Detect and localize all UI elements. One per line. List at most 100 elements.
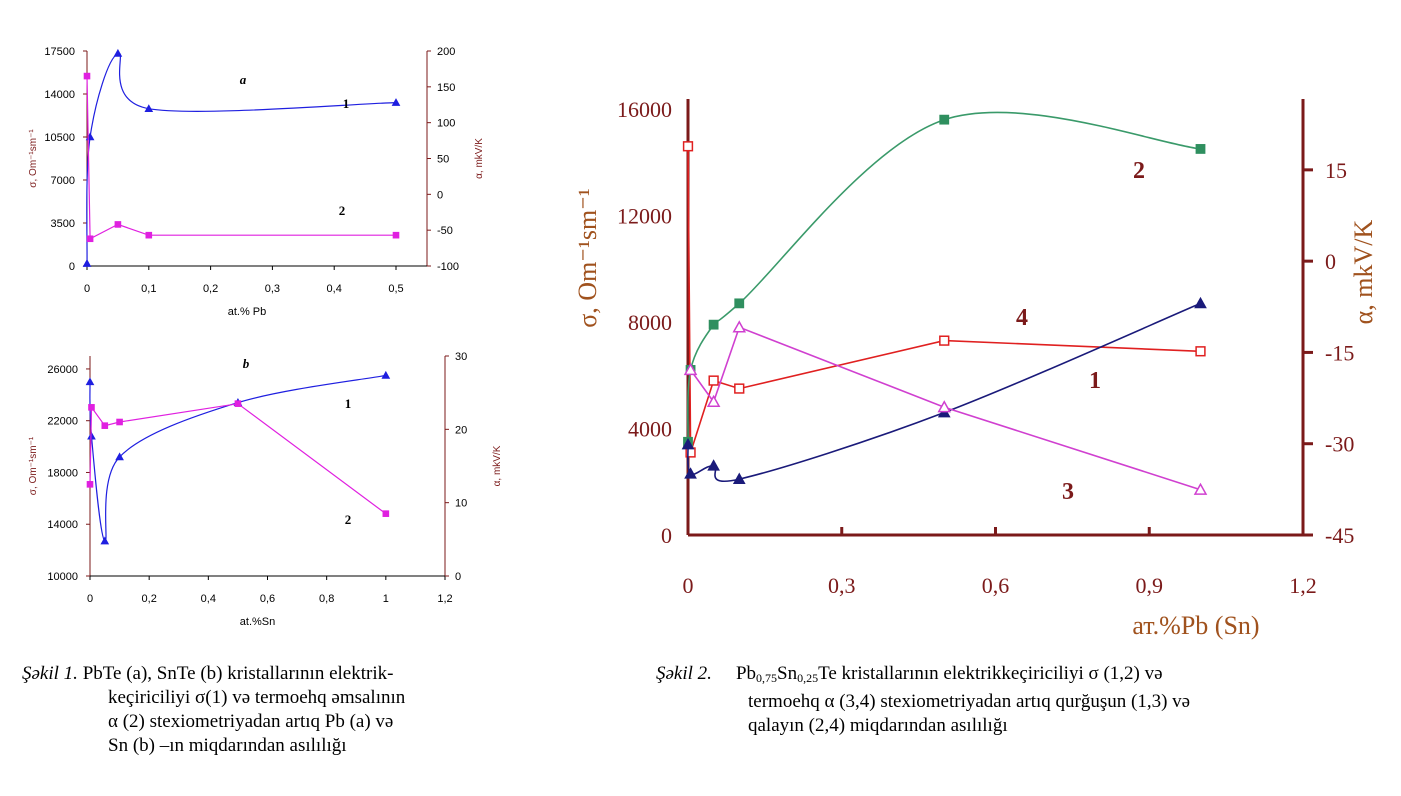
fig2-x-tick-label: 0,6	[982, 573, 1010, 598]
fig2-y-right-label: α, mkV/K	[1349, 219, 1378, 324]
fig1a-series-2-point	[114, 221, 122, 228]
fig1b-x-axis-label: at.%Sn	[240, 616, 275, 628]
fig1b-y-right-tick-label: 10	[455, 498, 467, 510]
fig1-caption-line2: keçiriciliyi σ(1) və termoehq əmsalının	[108, 687, 406, 708]
fig2-series-4-point	[732, 320, 747, 333]
fig2-caption-line3: qalayın (2,4) miqdarından asılılığı	[748, 715, 1008, 736]
fig2-series-2-point	[734, 298, 745, 309]
fig2-y-right-tick-label: -30	[1325, 432, 1354, 457]
fig1-caption-line1: PbTe (a), SnTe (b) kristallarının elektr…	[77, 663, 394, 684]
fig2-series-4-point	[683, 362, 698, 376]
fig1a-x-tick-label: 0	[84, 283, 90, 295]
fig1a-series-2-point	[83, 72, 91, 80]
fig2-x-tick-label: 0	[683, 573, 694, 598]
figure-1-caption: Şəkil 1. PbTe (a), SnTe (b) kristalların…	[22, 662, 542, 758]
fig2-curve-label-4: 4	[1016, 305, 1028, 331]
fig1b-y-right-tick-label: 20	[455, 424, 467, 436]
fig1b-y-left-label: σ, Om⁻¹sm⁻¹	[28, 436, 39, 495]
fig1-caption-line4: Sn (b) –ın miqdarından asılılığı	[108, 735, 347, 756]
fig2-y-right-tick-label: -15	[1325, 340, 1354, 365]
fig1b-x-tick-label: 0,8	[319, 593, 334, 605]
fig2-y-left-tick-label: 4000	[628, 417, 672, 442]
fig1b-x-tick-label: 0,2	[142, 593, 157, 605]
fig1a-x-tick-label: 0,2	[203, 283, 218, 295]
fig1a-y-right-tick-label: 100	[437, 118, 455, 130]
fig2-series-2-point	[939, 114, 950, 125]
fig1b-y-left-tick-label: 10000	[47, 571, 78, 583]
fig1b-x-tick-label: 0,4	[201, 593, 216, 605]
fig2-curve-label-1: 1	[1089, 368, 1101, 394]
fig1b-y-left-tick-label: 26000	[47, 364, 78, 376]
fig1b-series-1-point	[85, 377, 95, 386]
fig1a-y-left-tick-label: 10500	[44, 132, 75, 144]
fig1b-series-2-point	[382, 510, 390, 517]
fig1a-series-1-point	[144, 104, 154, 113]
fig1-caption-label: Şəkil 1.	[22, 663, 78, 684]
fig1a-y-right-tick-label: 200	[437, 46, 455, 58]
fig1b-series-2-point	[234, 400, 242, 407]
fig1b-series-2-label: 2	[345, 512, 352, 527]
fig1a-y-left-tick-label: 14000	[44, 89, 75, 101]
fig1a-x-tick-label: 0,4	[327, 283, 342, 295]
fig2-y-right-tick-label: 15	[1325, 158, 1347, 183]
fig1b-y-left-tick-label: 22000	[47, 416, 78, 428]
fig1a-series-2-point	[392, 231, 400, 239]
fig2-x-axis-label: ат.%Pb (Sn)	[1132, 611, 1259, 640]
fig2-x-tick-label: 0,3	[828, 573, 856, 598]
fig1a-y-right-label: α, mkV/K	[474, 138, 485, 179]
fig2-series-3-point	[732, 472, 746, 484]
fig1b-x-tick-label: 1	[383, 593, 389, 605]
fig2-y-right-tick-label: -45	[1325, 523, 1354, 548]
fig1a-series-1-point	[82, 259, 92, 267]
fig1a-y-left-label: σ, Om⁻¹sm⁻¹	[28, 129, 39, 188]
fig2-series-3-point	[681, 437, 695, 450]
fig1a-series-1-point	[391, 98, 401, 106]
fig1b-y-right-label: α, mkV/K	[492, 445, 503, 486]
fig2-series-2-point	[1195, 144, 1206, 154]
fig2-y-left-tick-label: 8000	[628, 310, 672, 335]
fig2-formula-sn: Sn	[777, 663, 798, 684]
fig2-caption-label: Şəkil 2.	[656, 663, 712, 684]
fig1a-x-tick-label: 0,3	[265, 283, 280, 295]
fig2-series-1-point	[1195, 346, 1206, 357]
fig2-series-1-point	[734, 383, 745, 394]
fig2-formula-sub2: 0,25	[797, 671, 819, 685]
fig1b-series-1-point	[115, 452, 124, 461]
fig1b-series-1-point	[381, 370, 391, 379]
fig1b-series-2-line	[89, 403, 387, 515]
fig1b-series-1-point	[100, 536, 110, 545]
fig1b-x-tick-label: 0,6	[260, 593, 275, 605]
fig2-series-1-line	[687, 146, 1201, 453]
fig1a-series-2-point	[145, 231, 153, 239]
fig2-series-3-point	[707, 459, 720, 471]
fig1b-y-left-tick-label: 18000	[47, 467, 78, 479]
fig2-x-tick-label: 1,2	[1289, 573, 1317, 598]
fig1a-y-right-tick-label: 150	[437, 82, 455, 94]
fig2-curve-label-2: 2	[1133, 158, 1145, 184]
fig1a-series-2-point	[86, 235, 94, 243]
fig1b-series-2-point	[101, 422, 109, 429]
fig2-formula-sub1: 0,75	[756, 671, 778, 685]
fig1a-y-right-tick-label: -50	[437, 225, 453, 237]
fig1a-y-left-tick-label: 17500	[44, 46, 75, 58]
fig1a-y-right-tick-label: 0	[437, 189, 443, 201]
fig1b-series-1-label: 1	[345, 396, 352, 411]
fig1a-x-tick-label: 0,1	[141, 283, 156, 295]
fig1a-series-2-line	[86, 76, 396, 240]
fig1a-title: a	[240, 72, 247, 87]
fig2-y-left-tick-label: 0	[661, 523, 672, 548]
fig2-y-left-label: σ, Om⁻¹sm⁻¹	[573, 188, 602, 327]
fig2-series-2-point	[708, 319, 719, 330]
fig1b-y-right-tick-label: 30	[455, 351, 467, 363]
fig1b-x-tick-label: 1,2	[437, 593, 452, 605]
fig2-y-right-tick-label: 0	[1325, 249, 1336, 274]
fig2-curve-label-3: 3	[1062, 479, 1074, 505]
fig2-series-4-point	[706, 394, 721, 408]
fig2-caption-line1: Te kristallarının elektrikkeçiriciliyi σ…	[818, 663, 1163, 684]
fig2-series-4-point	[1193, 482, 1208, 495]
fig1a-y-left-tick-label: 0	[69, 261, 75, 273]
fig1b-y-left-tick-label: 14000	[47, 519, 78, 531]
fig1b-title: b	[243, 356, 250, 371]
fig2-y-left-tick-label: 12000	[617, 204, 672, 229]
